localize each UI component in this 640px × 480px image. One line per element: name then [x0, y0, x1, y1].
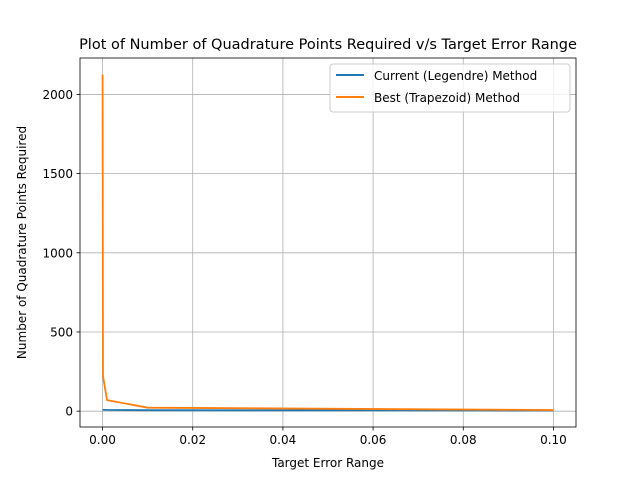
x-tick-label: 0.02 — [179, 433, 206, 447]
x-tick-label: 0.04 — [270, 433, 297, 447]
legend-label-current: Current (Legendre) Method — [374, 69, 537, 83]
y-tick-label: 500 — [50, 325, 73, 339]
x-tick-label: 0.06 — [360, 433, 387, 447]
chart-title: Plot of Number of Quadrature Points Requ… — [79, 37, 577, 53]
legend-box — [329, 63, 571, 113]
series-line-1 — [101, 74, 554, 411]
grid — [80, 58, 576, 427]
legend-label-best: Best (Trapezoid) Method — [374, 91, 520, 105]
y-tick-label: 0 — [65, 405, 73, 419]
y-axis: 0 500 1000 1500 2000 — [42, 88, 80, 419]
y-tick-label: 1500 — [42, 167, 73, 181]
plot-frame — [79, 57, 577, 428]
x-axis-title: Target Error Range — [271, 456, 384, 470]
x-tick-label: 0.00 — [89, 433, 116, 447]
y-tick-label: 2000 — [42, 88, 73, 102]
x-axis: 0.00 0.02 0.04 0.06 0.08 0.10 — [89, 427, 567, 447]
series-layer — [101, 74, 554, 412]
legend: Current (Legendre) Method Best (Trapezoi… — [329, 63, 571, 113]
y-tick-label: 1000 — [42, 246, 73, 260]
series-line-0 — [102, 408, 554, 412]
y-axis-title: Number of Quadrature Points Required — [15, 126, 29, 359]
x-tick-label: 0.10 — [540, 433, 567, 447]
x-tick-label: 0.08 — [450, 433, 477, 447]
